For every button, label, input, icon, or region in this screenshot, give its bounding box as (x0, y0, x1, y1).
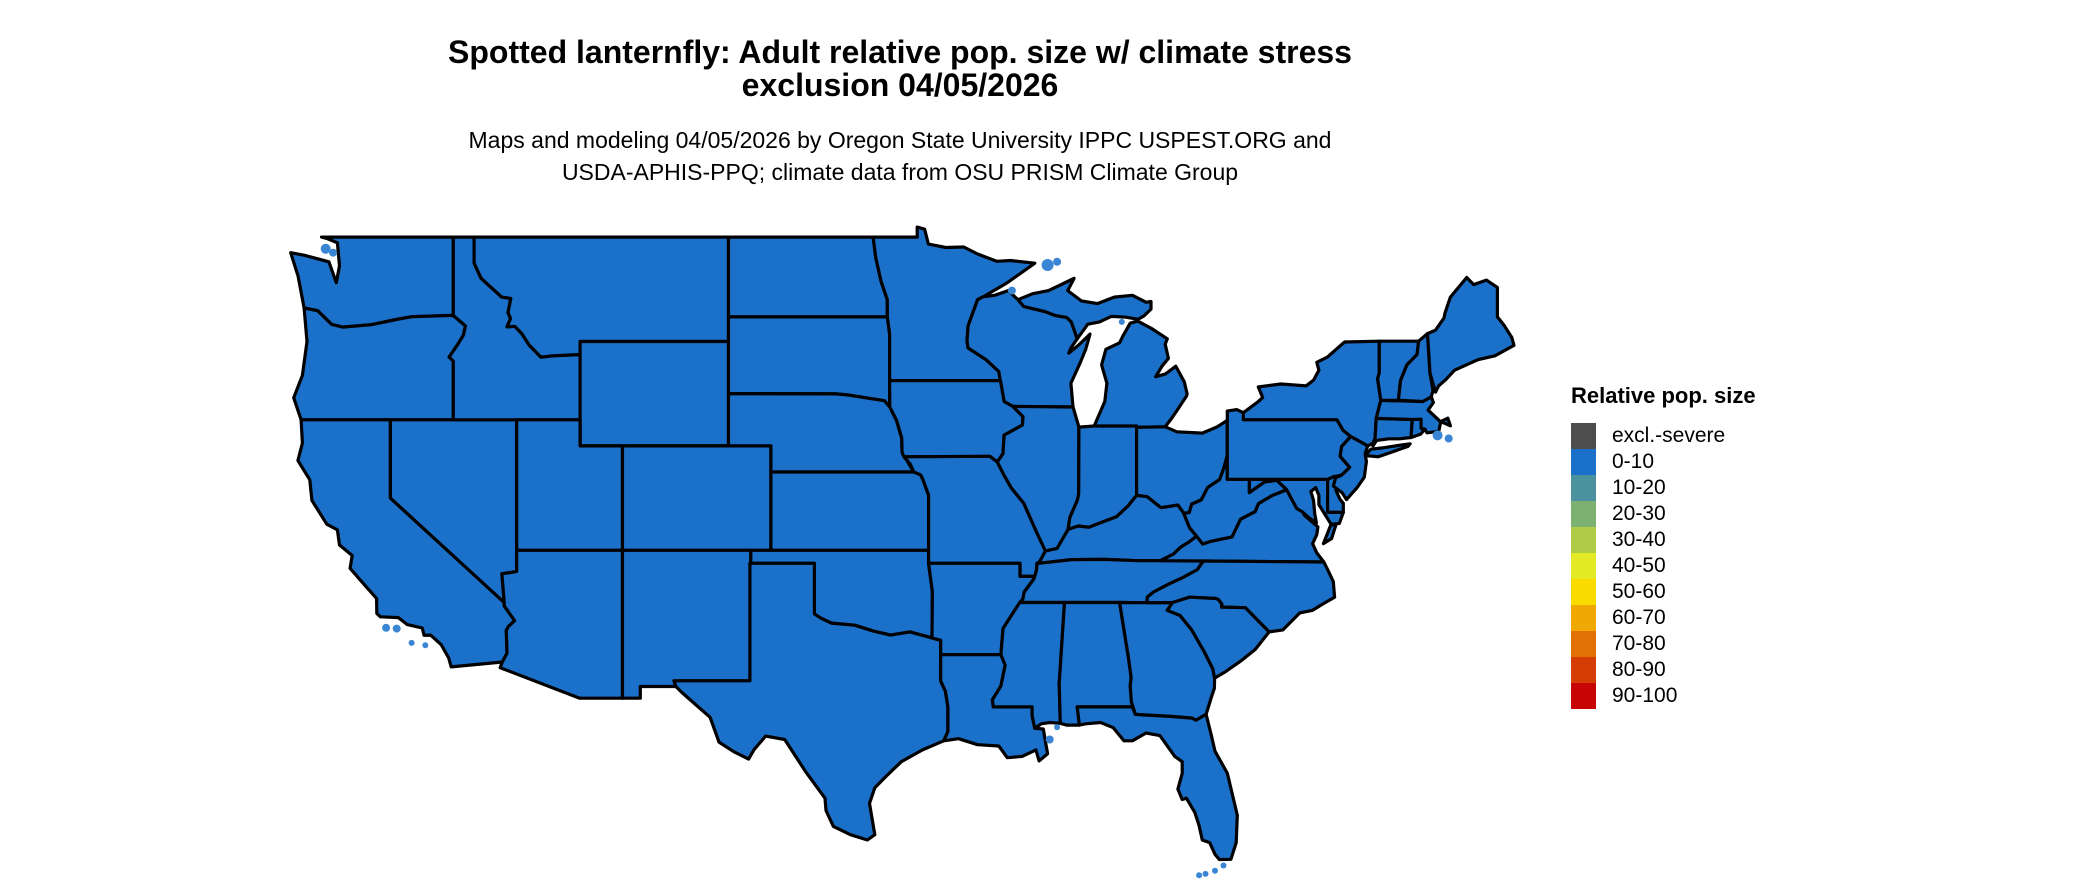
legend-item-label: 90-100 (1612, 684, 1678, 707)
coastal-island (1212, 867, 1218, 874)
legend-item-label: 60-70 (1612, 606, 1666, 629)
legend-item-label: 40-50 (1612, 554, 1666, 577)
legend-swatch (1571, 683, 1596, 709)
state-sc (1165, 595, 1271, 680)
coastal-island (320, 243, 331, 254)
coastal-island (329, 248, 338, 257)
legend-swatch (1571, 449, 1596, 475)
coastal-island (422, 642, 429, 649)
legend-item-excl-severe: excl.-severe (1571, 423, 1756, 449)
coastal-island (1444, 434, 1453, 443)
state-wy (578, 339, 731, 448)
legend-item-0-10: 0-10 (1571, 449, 1756, 475)
state-md (1247, 477, 1345, 526)
coastal-island (1041, 259, 1054, 271)
legend-item-label: 70-80 (1612, 632, 1666, 655)
state-miup (1016, 276, 1153, 341)
legend-item-80-90: 80-90 (1571, 657, 1756, 683)
coastal-island (1196, 872, 1203, 879)
legend-swatch (1571, 631, 1596, 657)
legend-item-20-30: 20-30 (1571, 501, 1756, 527)
figure-title-line2: exclusion 04/05/2026 (741, 67, 1059, 103)
coastal-island (1054, 724, 1061, 731)
legend-items: excl.-severe 0-10 10-20 20-30 30-40 40-50 50-6… (1571, 423, 1756, 709)
coastal-island (1220, 862, 1227, 869)
legend-swatch (1571, 501, 1596, 527)
legend-swatch (1571, 475, 1596, 501)
state-vaes (1321, 522, 1338, 546)
coastal-island (1007, 286, 1016, 295)
legend-item-60-70: 60-70 (1571, 605, 1756, 631)
state-ks (769, 470, 931, 552)
state-nm (620, 548, 753, 700)
legend-item-label: 20-30 (1612, 502, 1666, 525)
coastal-island (408, 639, 415, 646)
coastal-island (382, 623, 391, 632)
coastal-island (392, 624, 401, 633)
figure-subtitle-line2: USDA-APHIS-PPQ; climate data from OSU PR… (561, 159, 1239, 185)
figure-subtitle-line1: Maps and modeling 04/05/2026 by Oregon S… (468, 127, 1332, 153)
legend-item-10-20: 10-20 (1571, 475, 1756, 501)
figure-subtitle: Maps and modeling 04/05/2026 by Oregon S… (0, 124, 1800, 188)
state-nd (726, 235, 889, 319)
legend-swatch (1571, 423, 1596, 449)
legend-item-label: 30-40 (1612, 528, 1666, 551)
coastal-island (1045, 735, 1054, 744)
map-legend: Relative pop. size excl.-severe 0-10 10-20… (1571, 383, 1756, 709)
legend-item-label: 10-20 (1612, 476, 1666, 499)
coastal-island (1053, 257, 1062, 266)
legend-swatch (1571, 527, 1596, 553)
legend-item-label: 80-90 (1612, 658, 1666, 681)
legend-item-label: 50-60 (1612, 580, 1666, 603)
legend-swatch (1571, 657, 1596, 683)
state-az (498, 548, 625, 700)
legend-item-40-50: 40-50 (1571, 553, 1756, 579)
legend-item-label: 0-10 (1612, 450, 1655, 473)
state-nj (1331, 434, 1370, 502)
state-li (1363, 442, 1412, 459)
figure-title: Spotted lanternfly: Adult relative pop. … (0, 36, 1800, 102)
legend-item-30-40: 30-40 (1571, 527, 1756, 553)
state-me (1425, 275, 1516, 394)
legend-swatch (1571, 553, 1596, 579)
legend-item-label: excl.-severe (1612, 424, 1726, 447)
figure-title-line1: Spotted lanternfly: Adult relative pop. … (448, 34, 1352, 70)
legend-title: Relative pop. size (1571, 383, 1756, 408)
legend-item-70-80: 70-80 (1571, 631, 1756, 657)
legend-item-90-100: 90-100 (1571, 683, 1756, 709)
state-pa (1225, 408, 1353, 481)
state-ct (1371, 416, 1414, 448)
state-co (620, 444, 773, 552)
legend-swatch (1571, 579, 1596, 605)
state-milp (1092, 319, 1189, 429)
state-fl (1075, 705, 1239, 862)
coastal-island (1432, 430, 1443, 441)
us-choropleth-map (289, 225, 1516, 879)
coastal-island (1202, 870, 1209, 877)
legend-swatch (1571, 605, 1596, 631)
state-or (292, 306, 467, 422)
state-tx (672, 561, 950, 842)
legend-item-50-60: 50-60 (1571, 579, 1756, 605)
coastal-island (1118, 318, 1125, 325)
